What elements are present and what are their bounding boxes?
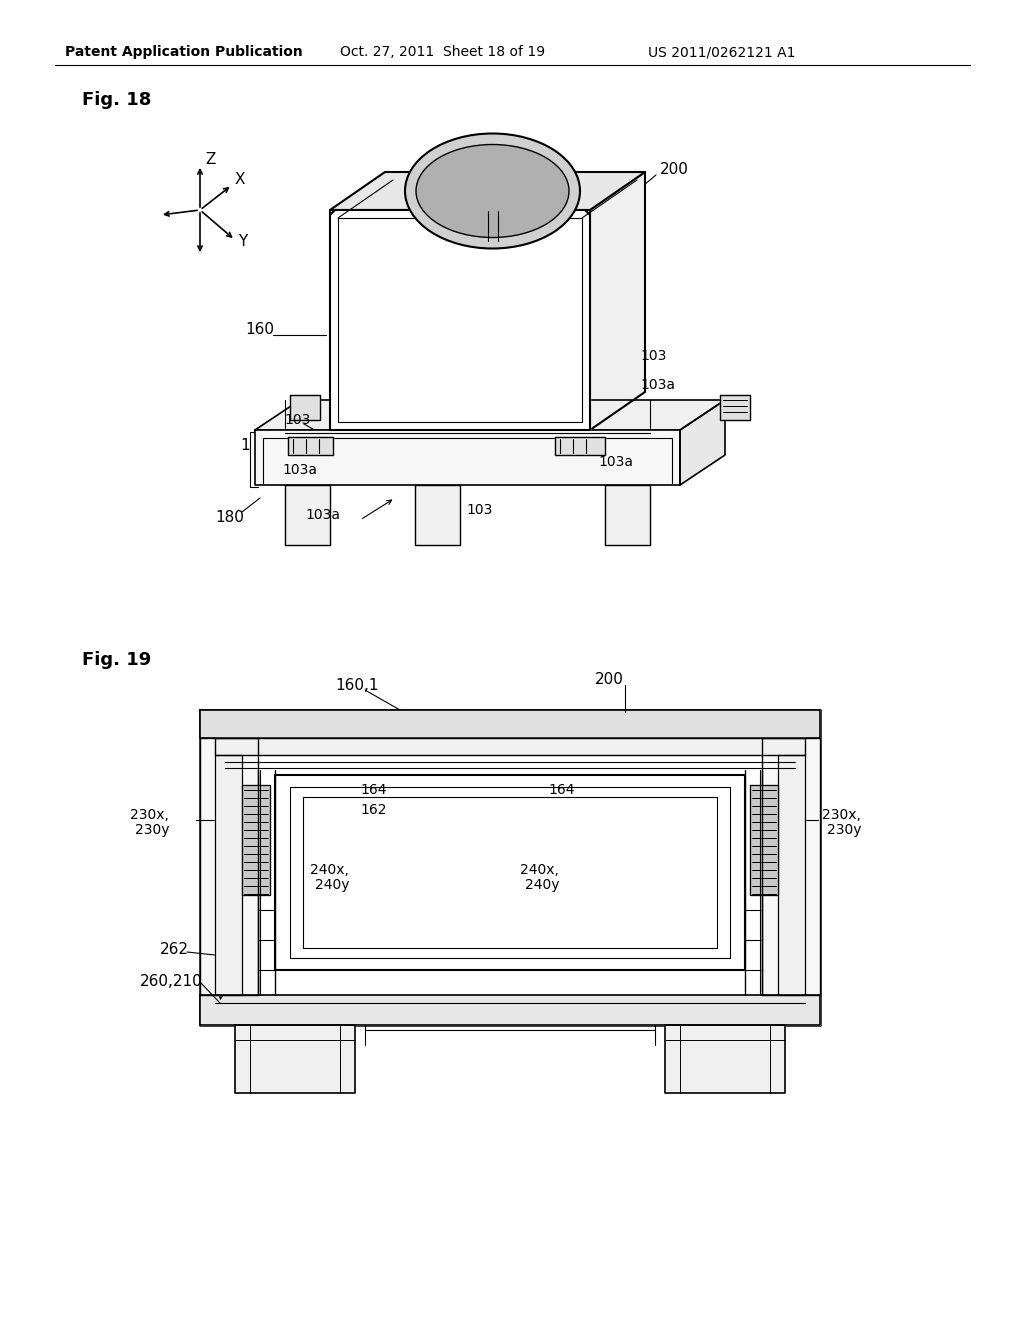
- Polygon shape: [415, 484, 460, 545]
- Polygon shape: [200, 710, 820, 1026]
- Text: 164: 164: [360, 783, 386, 797]
- Polygon shape: [275, 775, 745, 970]
- Ellipse shape: [406, 133, 580, 248]
- Text: 103: 103: [467, 503, 494, 517]
- Text: 103a: 103a: [598, 455, 633, 469]
- Text: 200: 200: [660, 162, 689, 177]
- Text: 260,210: 260,210: [140, 974, 203, 990]
- Text: 200: 200: [595, 672, 624, 688]
- Polygon shape: [778, 755, 805, 995]
- Text: 103a: 103a: [305, 508, 340, 521]
- Ellipse shape: [416, 144, 569, 238]
- Polygon shape: [590, 172, 645, 430]
- Text: Y: Y: [238, 235, 247, 249]
- Text: 1: 1: [240, 437, 250, 453]
- Text: 240x,: 240x,: [520, 863, 559, 876]
- Polygon shape: [255, 430, 680, 484]
- Polygon shape: [605, 484, 650, 545]
- Polygon shape: [720, 395, 750, 420]
- Text: 164: 164: [548, 783, 574, 797]
- Text: 180: 180: [215, 510, 244, 524]
- Text: 103a: 103a: [282, 463, 317, 477]
- Polygon shape: [200, 995, 820, 1026]
- Polygon shape: [762, 738, 820, 995]
- Text: 262: 262: [160, 942, 189, 957]
- Text: 230x,: 230x,: [130, 808, 169, 822]
- Text: 160,1: 160,1: [335, 677, 379, 693]
- Polygon shape: [330, 172, 645, 210]
- Polygon shape: [215, 755, 242, 995]
- Text: 103: 103: [284, 413, 310, 426]
- Polygon shape: [285, 484, 330, 545]
- Polygon shape: [255, 400, 725, 430]
- Text: 160: 160: [245, 322, 274, 338]
- Text: 240x,: 240x,: [310, 863, 349, 876]
- Text: Oct. 27, 2011  Sheet 18 of 19: Oct. 27, 2011 Sheet 18 of 19: [340, 45, 545, 59]
- Text: Z: Z: [205, 153, 215, 168]
- Text: 103: 103: [640, 348, 667, 363]
- Text: 162: 162: [360, 803, 386, 817]
- Text: 240y: 240y: [525, 878, 559, 892]
- Polygon shape: [200, 710, 820, 738]
- Polygon shape: [200, 738, 258, 995]
- Text: 240y: 240y: [315, 878, 349, 892]
- Text: X: X: [234, 173, 246, 187]
- Polygon shape: [665, 1026, 785, 1093]
- Text: Fig. 19: Fig. 19: [82, 651, 152, 669]
- Polygon shape: [288, 437, 333, 455]
- Polygon shape: [234, 1026, 355, 1093]
- Polygon shape: [555, 437, 605, 455]
- Polygon shape: [290, 395, 319, 420]
- Polygon shape: [215, 738, 805, 755]
- Text: 230y: 230y: [135, 822, 170, 837]
- Polygon shape: [680, 400, 725, 484]
- Polygon shape: [330, 210, 590, 430]
- Text: 103a: 103a: [640, 378, 675, 392]
- Polygon shape: [750, 785, 778, 895]
- Text: 230y: 230y: [827, 822, 861, 837]
- Text: Fig. 18: Fig. 18: [82, 91, 152, 110]
- Text: 230x,: 230x,: [822, 808, 861, 822]
- Text: Patent Application Publication: Patent Application Publication: [65, 45, 303, 59]
- Polygon shape: [242, 785, 270, 895]
- Text: US 2011/0262121 A1: US 2011/0262121 A1: [648, 45, 796, 59]
